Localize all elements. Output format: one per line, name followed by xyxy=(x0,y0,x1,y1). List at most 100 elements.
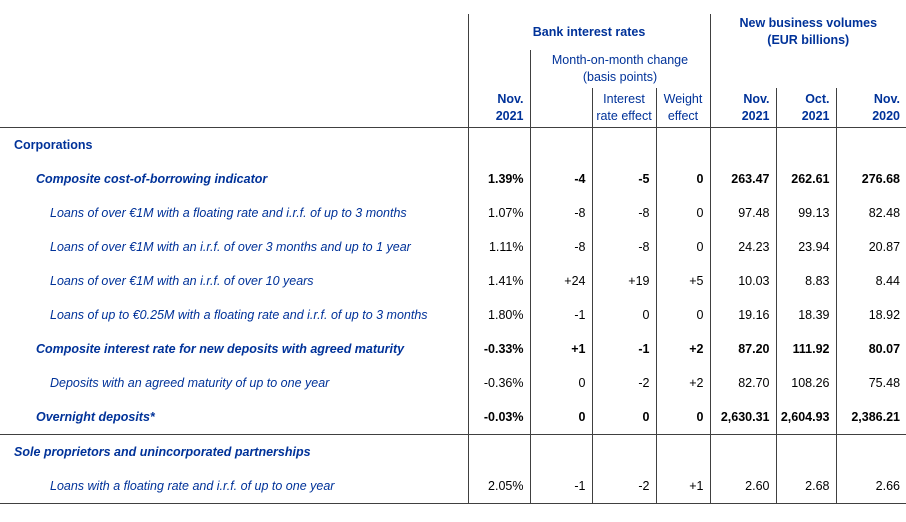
value-cell: -2 xyxy=(592,469,656,504)
value-cell: 2.05% xyxy=(468,469,530,504)
column-header-rate-nov-2021: Nov. 2021 xyxy=(468,88,530,128)
table-row: Loans with a floating rate and i.r.f. of… xyxy=(0,469,906,504)
value-cell xyxy=(656,128,710,163)
row-label: Loans of over €1M with a floating rate a… xyxy=(0,196,468,230)
row-label: Overnight deposits* xyxy=(0,400,468,435)
value-cell: 262.61 xyxy=(776,162,836,196)
value-cell: 80.07 xyxy=(836,332,906,366)
value-cell: -0.33% xyxy=(468,332,530,366)
row-label: Sole proprietors and unincorporated part… xyxy=(0,435,468,470)
column-header-volume-oct-2021: Oct. 2021 xyxy=(776,88,836,128)
value-cell: 1.41% xyxy=(468,264,530,298)
value-cell: 2,630.31 xyxy=(710,400,776,435)
value-cell: 18.92 xyxy=(836,298,906,332)
rates-column-spacer xyxy=(468,50,530,88)
row-label: Corporations xyxy=(0,128,468,163)
value-cell: 2.66 xyxy=(836,469,906,504)
value-cell: 1.80% xyxy=(468,298,530,332)
value-cell: 82.70 xyxy=(710,366,776,400)
value-cell: -1 xyxy=(592,332,656,366)
label-column-spacer xyxy=(0,14,468,50)
value-cell xyxy=(656,435,710,470)
value-cell: 0 xyxy=(656,230,710,264)
row-label: Loans of up to €0.25M with a floating ra… xyxy=(0,298,468,332)
subgroup-header-row: Month-on-month change (basis points) xyxy=(0,50,906,88)
value-cell: 263.47 xyxy=(710,162,776,196)
bank-interest-rates-label: Bank interest rates xyxy=(469,24,710,41)
value-cell: 0 xyxy=(656,400,710,435)
value-cell xyxy=(530,435,592,470)
column-header-interest-rate-effect: Interest rate effect xyxy=(592,88,656,128)
value-cell: 75.48 xyxy=(836,366,906,400)
value-cell xyxy=(592,128,656,163)
value-cell: 10.03 xyxy=(710,264,776,298)
row-label: Loans of over €1M with an i.r.f. of over… xyxy=(0,230,468,264)
value-cell: 8.44 xyxy=(836,264,906,298)
table-row: Loans of over €1M with an i.r.f. of over… xyxy=(0,230,906,264)
value-cell: -2 xyxy=(592,366,656,400)
value-cell xyxy=(710,435,776,470)
value-cell: 0 xyxy=(656,196,710,230)
value-cell: 87.20 xyxy=(710,332,776,366)
row-label: Composite cost-of-borrowing indicator xyxy=(0,162,468,196)
value-cell: -8 xyxy=(592,230,656,264)
value-cell: +1 xyxy=(656,469,710,504)
bank-interest-rates-group-header: Bank interest rates xyxy=(468,14,710,50)
value-cell: +1 xyxy=(530,332,592,366)
label-column-header xyxy=(0,88,468,128)
new-business-volumes-group-header: New business volumes (EUR billions) xyxy=(710,14,906,50)
value-cell: 2.68 xyxy=(776,469,836,504)
new-business-volumes-label-line1: New business volumes xyxy=(711,15,906,32)
value-cell xyxy=(468,128,530,163)
value-cell: 24.23 xyxy=(710,230,776,264)
value-cell xyxy=(530,128,592,163)
table-row: Corporations xyxy=(0,128,906,163)
value-cell: 2.60 xyxy=(710,469,776,504)
value-cell: 8.83 xyxy=(776,264,836,298)
value-cell: -5 xyxy=(592,162,656,196)
value-cell: 0 xyxy=(656,298,710,332)
value-cell xyxy=(592,435,656,470)
value-cell: 18.39 xyxy=(776,298,836,332)
table-row: Loans of over €1M with a floating rate a… xyxy=(0,196,906,230)
value-cell: 23.94 xyxy=(776,230,836,264)
value-cell xyxy=(836,435,906,470)
row-label: Loans of over €1M with an i.r.f. of over… xyxy=(0,264,468,298)
group-header-row: Bank interest rates New business volumes… xyxy=(0,14,906,50)
value-cell: 1.39% xyxy=(468,162,530,196)
value-cell: 99.13 xyxy=(776,196,836,230)
column-header-mom-total xyxy=(530,88,592,128)
column-header-row: Nov. 2021 Interest rate effect Weight ef… xyxy=(0,88,906,128)
value-cell: 0 xyxy=(530,400,592,435)
interest-rates-table: Bank interest rates New business volumes… xyxy=(0,14,906,504)
value-cell: 2,604.93 xyxy=(776,400,836,435)
value-cell: -8 xyxy=(592,196,656,230)
column-header-weight-effect: Weight effect xyxy=(656,88,710,128)
value-cell: -8 xyxy=(530,196,592,230)
value-cell: 1.07% xyxy=(468,196,530,230)
value-cell xyxy=(776,128,836,163)
value-cell xyxy=(776,435,836,470)
value-cell: 0 xyxy=(530,366,592,400)
value-cell: +19 xyxy=(592,264,656,298)
value-cell: 97.48 xyxy=(710,196,776,230)
value-cell: +24 xyxy=(530,264,592,298)
value-cell: +2 xyxy=(656,332,710,366)
value-cell: 1.11% xyxy=(468,230,530,264)
table-row: Composite interest rate for new deposits… xyxy=(0,332,906,366)
value-cell: 0 xyxy=(592,400,656,435)
table-row: Sole proprietors and unincorporated part… xyxy=(0,435,906,470)
value-cell: 19.16 xyxy=(710,298,776,332)
value-cell: +2 xyxy=(656,366,710,400)
value-cell: 0 xyxy=(592,298,656,332)
row-label: Loans with a floating rate and i.r.f. of… xyxy=(0,469,468,504)
table-row: Loans of over €1M with an i.r.f. of over… xyxy=(0,264,906,298)
value-cell: 82.48 xyxy=(836,196,906,230)
label-column-spacer xyxy=(0,50,468,88)
value-cell: -0.03% xyxy=(468,400,530,435)
table-header: Bank interest rates New business volumes… xyxy=(0,14,906,128)
value-cell xyxy=(468,435,530,470)
value-cell: +5 xyxy=(656,264,710,298)
